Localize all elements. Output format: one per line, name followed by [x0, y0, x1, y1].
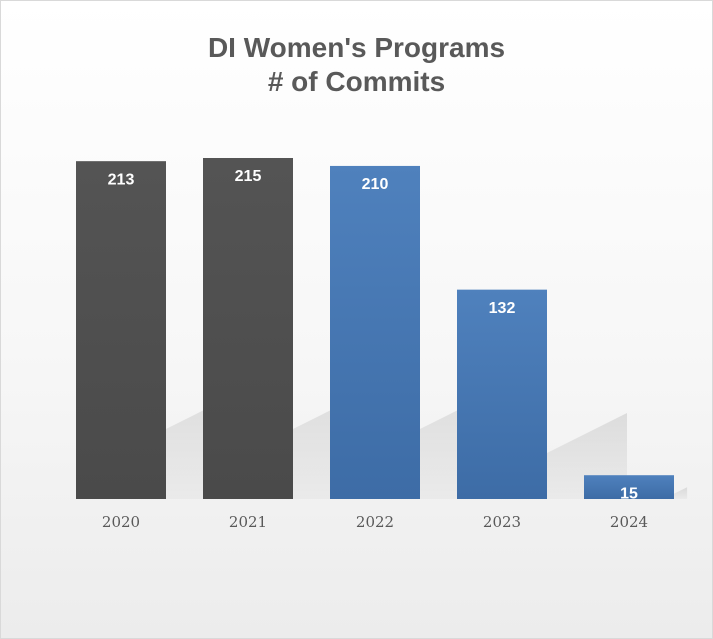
bar-2021: [203, 158, 293, 499]
bar-2022: [330, 165, 420, 499]
bar-2024: [584, 475, 674, 499]
x-tick-label-2021: 2021: [229, 513, 267, 531]
data-label-2021: 215: [235, 168, 262, 185]
bar-shadow-2024: [674, 487, 688, 499]
bar-2023: [457, 289, 547, 499]
chart-title: DI Women's Programs # of Commits: [1, 31, 712, 99]
x-tick-label-2022: 2022: [356, 513, 394, 531]
x-tick-label-2023: 2023: [483, 513, 521, 531]
data-label-2024: 15: [620, 485, 638, 502]
data-label-2022: 210: [362, 176, 389, 193]
x-tick-label-2024: 2024: [610, 513, 648, 531]
bar-2020: [76, 161, 166, 499]
chart-title-line-1: DI Women's Programs: [207, 32, 506, 63]
bars: [76, 158, 674, 499]
x-axis-tick-labels: 2020 2021 2022 2023 2024: [102, 513, 648, 531]
data-label-2023: 132: [489, 300, 516, 317]
data-labels: 213 215 210 132 15: [108, 168, 638, 502]
x-tick-label-2020: 2020: [102, 513, 140, 531]
chart-title-line-2: # of Commits: [267, 66, 446, 97]
data-label-2020: 213: [108, 171, 135, 188]
